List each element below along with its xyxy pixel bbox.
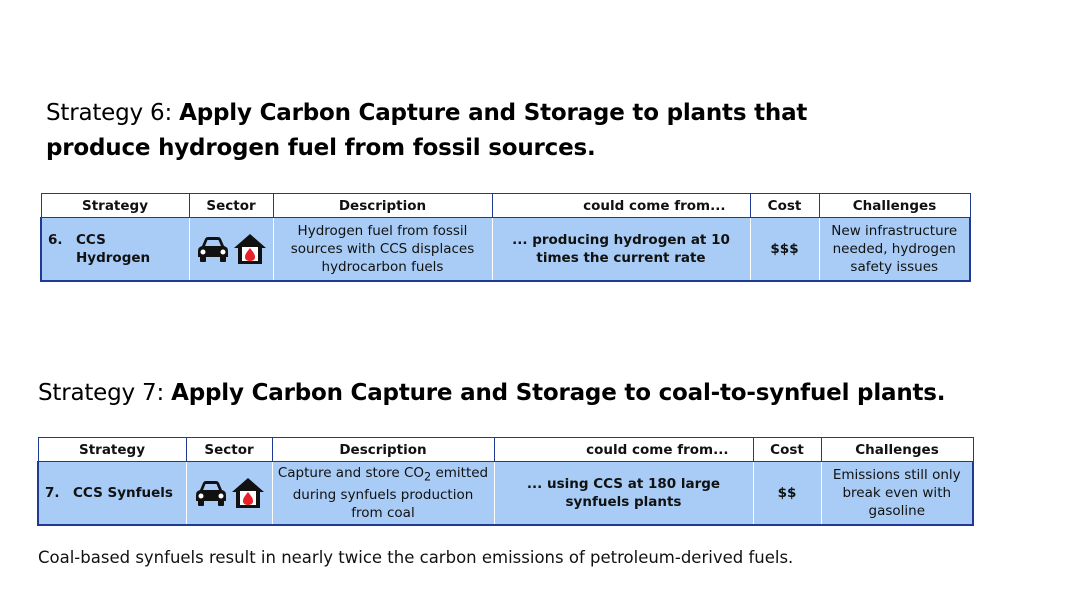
header-cost: Cost <box>752 437 822 462</box>
header-description: Description <box>272 193 493 218</box>
strategy-6-heading: Strategy 6: Apply Carbon Capture and Sto… <box>46 96 906 166</box>
strategy-6-title: Apply Carbon Capture and Storage to plan… <box>46 100 808 161</box>
description-part1: Capture and store CO <box>277 464 424 481</box>
strategy-6-table: Strategy Sector Description could come f… <box>40 193 971 282</box>
car-icon <box>196 481 226 506</box>
header-strategy: Strategy <box>40 193 190 218</box>
footnote: Coal-based synfuels result in nearly twi… <box>38 548 794 567</box>
cell-strategy: 6. CCS Hydrogen <box>40 217 190 282</box>
strategy-number: 7. <box>45 485 60 501</box>
cell-cost: $$$ <box>749 217 820 282</box>
header-challenges: Challenges <box>820 437 974 462</box>
strategy-7-table: Strategy Sector Description could come f… <box>37 437 974 526</box>
header-could-come-from: could come from... <box>493 437 754 462</box>
header-description: Description <box>271 437 495 462</box>
cell-cost: $$ <box>752 461 822 526</box>
table-header-row: Strategy Sector Description could come f… <box>37 437 974 462</box>
cell-challenges: Emissions still only break even with gas… <box>820 461 974 526</box>
home-fuel-icon <box>232 478 264 508</box>
cell-description: Hydrogen fuel from fossil sources with C… <box>272 217 493 282</box>
header-cost: Cost <box>749 193 820 218</box>
cell-strategy: 7. CCS Synfuels <box>37 461 187 526</box>
table-row: 6. CCS Hydrogen <box>40 217 971 282</box>
description-subscript: 2 <box>424 470 432 484</box>
strategy-7-heading: Strategy 7: Apply Carbon Capture and Sto… <box>38 376 1038 411</box>
cell-could-come-from: ... producing hydrogen at 10 times the c… <box>491 217 751 282</box>
description-part2: emitted during synfuels production from … <box>292 464 489 522</box>
cell-description: Capture and store CO2 emitted during syn… <box>271 461 495 526</box>
cell-sector <box>185 461 273 526</box>
strategy-7-prefix: Strategy 7: <box>38 380 172 406</box>
strategy-name-line1: CCS <box>76 232 106 248</box>
header-sector: Sector <box>188 193 274 218</box>
header-challenges: Challenges <box>818 193 971 218</box>
header-strategy: Strategy <box>37 437 187 462</box>
header-could-come-from: could come from... <box>491 193 751 218</box>
table-header-row: Strategy Sector Description could come f… <box>40 193 971 218</box>
strategy-7-title: Apply Carbon Capture and Storage to coal… <box>171 380 946 406</box>
table-row: 7. CCS Synfuels <box>37 461 974 526</box>
cell-sector <box>188 217 274 282</box>
cell-could-come-from: ... using CCS at 180 large synfuels plan… <box>493 461 754 526</box>
strategy-name: CCS Synfuels <box>73 485 173 501</box>
home-fuel-icon <box>234 234 266 264</box>
strategy-6-prefix: Strategy 6: <box>46 100 180 126</box>
cell-challenges: New infrastructure needed, hydrogen safe… <box>818 217 971 282</box>
car-icon <box>198 237 228 262</box>
header-sector: Sector <box>185 437 273 462</box>
strategy-number: 6. <box>48 232 63 248</box>
strategy-name-line2: Hydrogen <box>76 250 151 266</box>
